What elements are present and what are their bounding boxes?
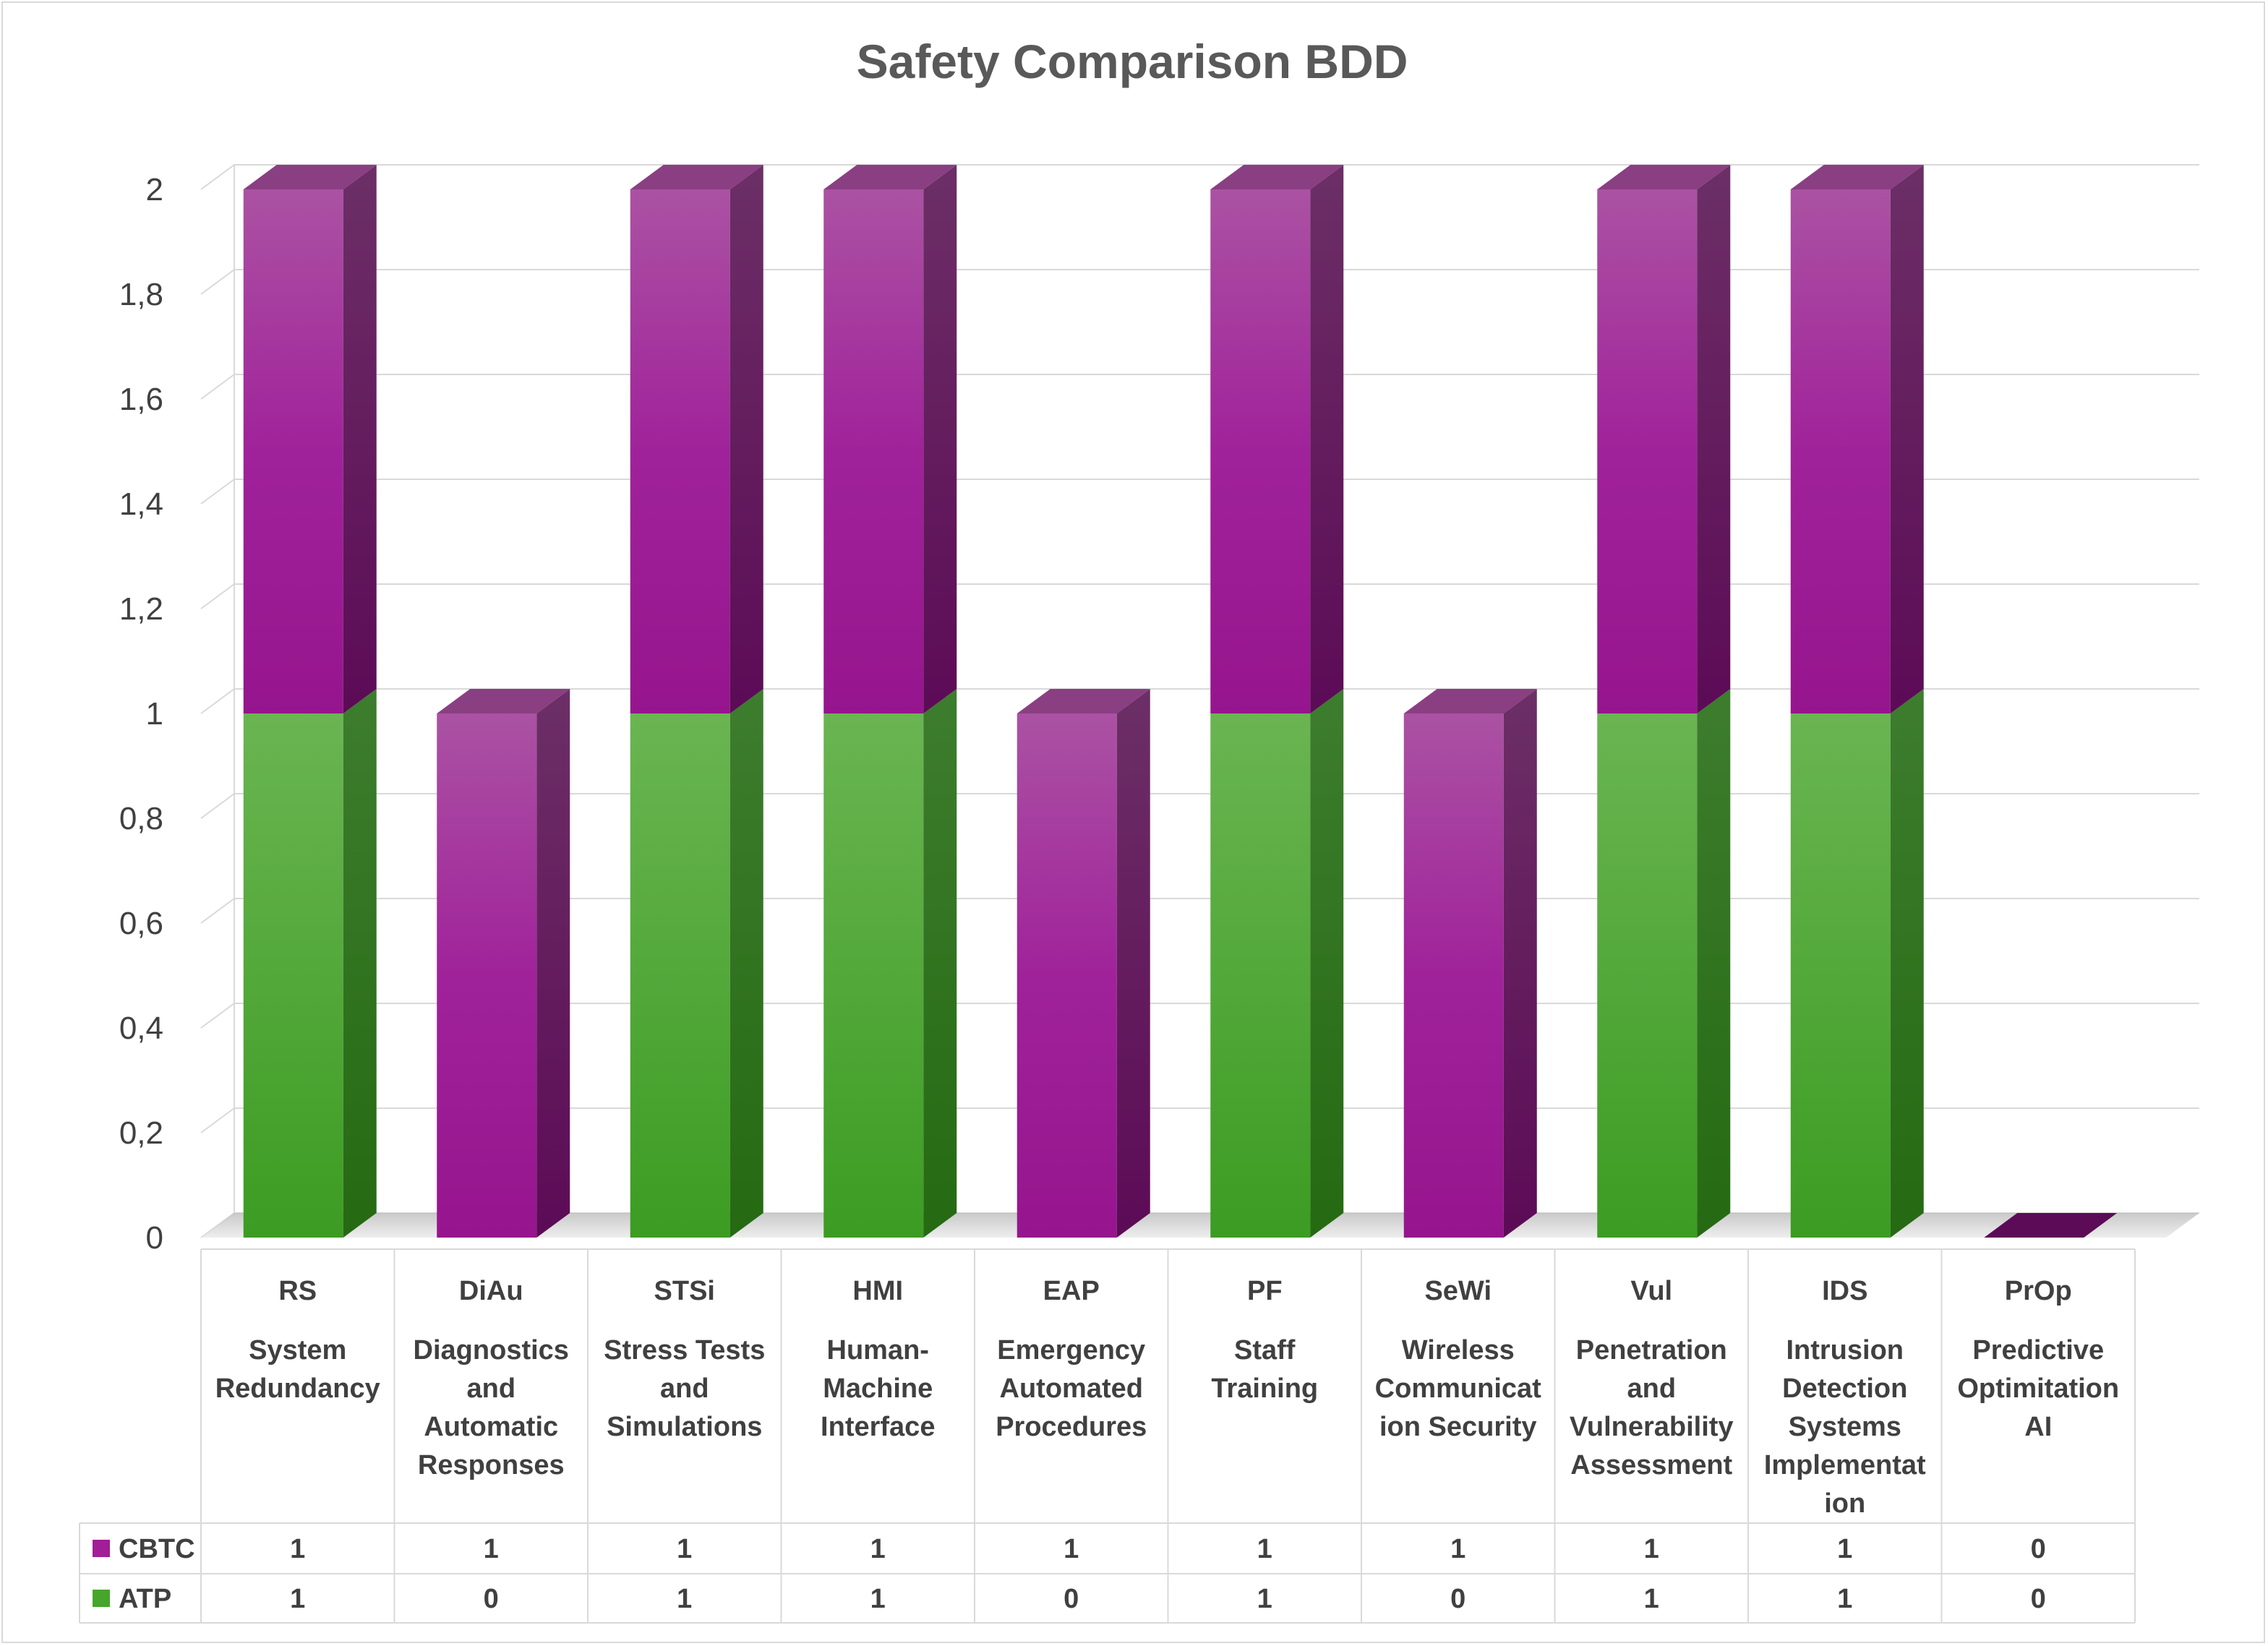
- category-name-line: AI: [2024, 1412, 2052, 1442]
- table-cell: 1: [1644, 1584, 1659, 1614]
- bar-cbtc-hmi: [823, 165, 957, 713]
- legend-key-cbtc: [93, 1540, 110, 1557]
- bar-cbtc-pf: [1210, 165, 1344, 713]
- table-cell: 1: [1644, 1534, 1659, 1564]
- category-name-line: Vulnerability: [1570, 1412, 1734, 1442]
- category-name-line: Wireless: [1402, 1335, 1515, 1366]
- table-cell: 1: [677, 1584, 692, 1614]
- table-cell: 1: [870, 1584, 886, 1614]
- bar-cbtc-rs: [243, 165, 377, 713]
- y-tick-label: 0,6: [119, 906, 163, 941]
- category-name-line: Training: [1211, 1373, 1318, 1404]
- category-code: PF: [1247, 1276, 1283, 1306]
- category-name-line: Communicat: [1375, 1373, 1541, 1404]
- category-code: EAP: [1043, 1276, 1100, 1306]
- table-cell: 0: [1064, 1584, 1079, 1614]
- bar-atp-rs: [243, 689, 377, 1238]
- category-code: HMI: [852, 1276, 903, 1306]
- category-code: PrOp: [2005, 1276, 2072, 1306]
- bar-atp-ids: [1790, 689, 1924, 1238]
- legend-label-atp: ATP: [119, 1584, 171, 1614]
- category-name-line: Optimitation: [1957, 1373, 2119, 1404]
- table-cell: 1: [870, 1534, 886, 1564]
- category-code: IDS: [1822, 1276, 1867, 1306]
- bar-atp-stsi: [630, 689, 763, 1238]
- y-tick-label: 0,2: [119, 1115, 163, 1151]
- category-code: STSi: [654, 1276, 715, 1306]
- category-name-line: Staff: [1234, 1335, 1296, 1366]
- category-name-line: Intrusion: [1786, 1335, 1904, 1366]
- table-cell: 1: [1837, 1534, 1852, 1564]
- table-cell: 1: [1257, 1584, 1272, 1614]
- bar-atp-vul: [1597, 689, 1731, 1238]
- bar-cbtc-stsi: [630, 165, 763, 713]
- category-name-line: Human-: [827, 1335, 929, 1366]
- category-name-line: Detection: [1782, 1373, 1907, 1404]
- category-name-line: Stress Tests: [604, 1335, 765, 1366]
- category-name-line: and: [466, 1373, 515, 1404]
- bar-atp-pf: [1210, 689, 1344, 1238]
- y-tick-label: 1,6: [119, 382, 163, 417]
- category-name-line: ion Security: [1379, 1412, 1537, 1442]
- y-tick-label: 1,2: [119, 591, 163, 627]
- category-code: DiAu: [459, 1276, 523, 1306]
- category-name-line: Emergency: [997, 1335, 1145, 1366]
- bar-zero-prop: [1984, 1213, 2118, 1238]
- category-name-line: ion: [1824, 1488, 1865, 1519]
- y-tick-label: 0,4: [119, 1011, 163, 1046]
- bar-atp-hmi: [823, 689, 957, 1238]
- y-tick-label: 2: [146, 172, 163, 207]
- legend-label-cbtc: CBTC: [119, 1534, 195, 1564]
- table-cell: 1: [290, 1584, 305, 1614]
- table-cell: 1: [1450, 1534, 1465, 1564]
- y-tick-label: 1,8: [119, 277, 163, 312]
- y-tick-label: 0: [146, 1220, 163, 1256]
- category-name-line: Machine: [823, 1373, 933, 1404]
- y-tick-label: 1: [146, 696, 163, 732]
- bar-cbtc-eap: [1017, 689, 1150, 1238]
- category-name-line: Implementat: [1764, 1450, 1926, 1480]
- bar-cbtc-ids: [1790, 165, 1924, 713]
- category-name-line: Interface: [821, 1412, 935, 1442]
- table-cell: 1: [677, 1534, 692, 1564]
- category-code: SeWi: [1424, 1276, 1492, 1306]
- category-name-line: Assessment: [1570, 1450, 1732, 1480]
- chart-title: Safety Comparison BDD: [857, 35, 1408, 88]
- table-cell: 1: [1837, 1584, 1852, 1614]
- table-cell: 0: [2031, 1534, 2046, 1564]
- category-name-line: Responses: [418, 1450, 565, 1480]
- y-tick-label: 0,8: [119, 801, 163, 836]
- table-cell: 1: [484, 1534, 499, 1564]
- bar-cbtc-vul: [1597, 165, 1731, 713]
- bar-cbtc-diau: [437, 689, 570, 1238]
- table-cell: 0: [1450, 1584, 1465, 1614]
- y-tick-label: 1,4: [119, 486, 163, 522]
- table-cell: 1: [290, 1534, 305, 1564]
- table-cell: 1: [1064, 1534, 1079, 1564]
- category-code: Vul: [1630, 1276, 1672, 1306]
- table-cell: 1: [1257, 1534, 1272, 1564]
- legend-key-atp: [93, 1590, 110, 1607]
- category-code: RS: [278, 1276, 317, 1306]
- category-name-line: Automated: [1000, 1373, 1143, 1404]
- category-name-line: Redundancy: [215, 1373, 380, 1404]
- category-name-line: and: [1627, 1373, 1676, 1404]
- category-name-line: Automatic: [424, 1412, 558, 1442]
- category-name-line: Diagnostics: [414, 1335, 569, 1366]
- category-name-line: System: [249, 1335, 346, 1366]
- category-name-line: Penetration: [1576, 1335, 1727, 1366]
- category-name-line: and: [660, 1373, 709, 1404]
- category-name-line: Simulations: [607, 1412, 762, 1442]
- bar-cbtc-sewi: [1403, 689, 1537, 1238]
- category-name-line: Procedures: [996, 1412, 1147, 1442]
- table-cell: 0: [2031, 1584, 2046, 1614]
- category-name-line: Predictive: [1972, 1335, 2104, 1366]
- category-name-line: Systems: [1789, 1412, 1901, 1442]
- table-cell: 0: [484, 1584, 499, 1614]
